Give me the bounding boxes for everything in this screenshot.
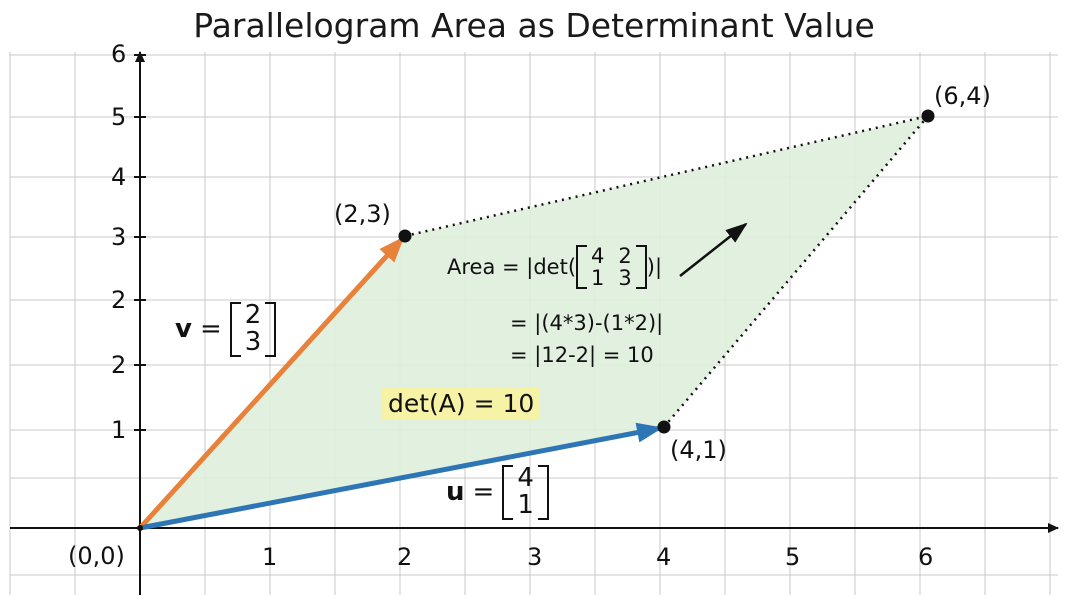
point-label-u: (4,1)	[670, 436, 727, 464]
area-matrix: 4 2 1 3	[576, 245, 647, 289]
point-sum	[921, 109, 935, 123]
vector-u-entry: 4	[517, 463, 534, 493]
x-tick-label: 2	[397, 543, 413, 571]
vector-v-arrow	[138, 236, 405, 530]
left-bracket	[576, 245, 588, 290]
y-tick-marks	[134, 54, 146, 431]
right-bracket	[265, 302, 277, 357]
vector-u-entry: 1	[517, 490, 534, 521]
vector-u-label: u = 4 1	[446, 463, 549, 521]
matrix-entry: 1	[591, 266, 605, 291]
vector-v-symbol: v	[175, 314, 192, 345]
area-formula-line3: = |12-2| = 10	[510, 343, 654, 367]
parallelogram-fill	[140, 116, 928, 528]
x-tick-label: 5	[785, 543, 801, 571]
point-v	[398, 229, 412, 243]
vector-v-entry: 3	[244, 327, 262, 358]
annotation-arrow	[679, 222, 748, 277]
right-bracket	[537, 465, 549, 520]
vector-v-entry: 2	[244, 300, 262, 330]
vector-u-arrow	[139, 422, 663, 531]
vector-u-symbol: u	[446, 477, 465, 508]
right-bracket	[635, 245, 647, 290]
matrix-entry: 3	[618, 266, 632, 291]
y-tick-label: 2	[111, 351, 127, 379]
y-tick-label: 3	[111, 223, 127, 251]
x-tick-label: 6	[918, 543, 934, 571]
point-label-v: (2,3)	[334, 200, 391, 228]
area-formula-line1: Area = |det( 4 2 1 3 )|	[447, 245, 662, 289]
vector-v-label: v = 2 3	[175, 300, 277, 358]
vector-u-equals: =	[472, 477, 495, 508]
point-label-sum: (6,4)	[934, 82, 991, 110]
x-tick-label: 1	[262, 543, 278, 571]
y-tick-label: 5	[111, 103, 127, 131]
x-tick-label: 3	[527, 543, 543, 571]
matrix-entry: 2	[618, 244, 632, 268]
vector-u-matrix: 4 1	[502, 463, 549, 521]
area-formula-line2: = |(4*3)-(1*2)|	[510, 311, 664, 335]
vector-v-matrix: 2 3	[229, 300, 277, 358]
point-origin	[137, 525, 143, 531]
dotted-edge-u-to-sum	[663, 115, 929, 428]
point-label-origin: (0,0)	[68, 542, 125, 570]
point-u	[657, 420, 671, 434]
y-tick-label: 4	[111, 163, 127, 191]
area-prefix: Area = |det(	[447, 255, 577, 280]
vector-v-equals: =	[199, 314, 222, 345]
area-suffix: )|	[646, 255, 663, 280]
left-bracket	[502, 465, 514, 520]
x-tick-label: 4	[656, 543, 672, 571]
diagram-title: Parallelogram Area as Determinant Value	[193, 6, 875, 45]
y-tick-label: 6	[111, 40, 127, 68]
determinant-highlight: det(A) = 10	[382, 388, 541, 419]
y-tick-label: 2	[111, 286, 127, 314]
y-tick-label: 1	[111, 416, 127, 444]
matrix-entry: 4	[591, 244, 605, 268]
left-bracket	[229, 302, 241, 357]
